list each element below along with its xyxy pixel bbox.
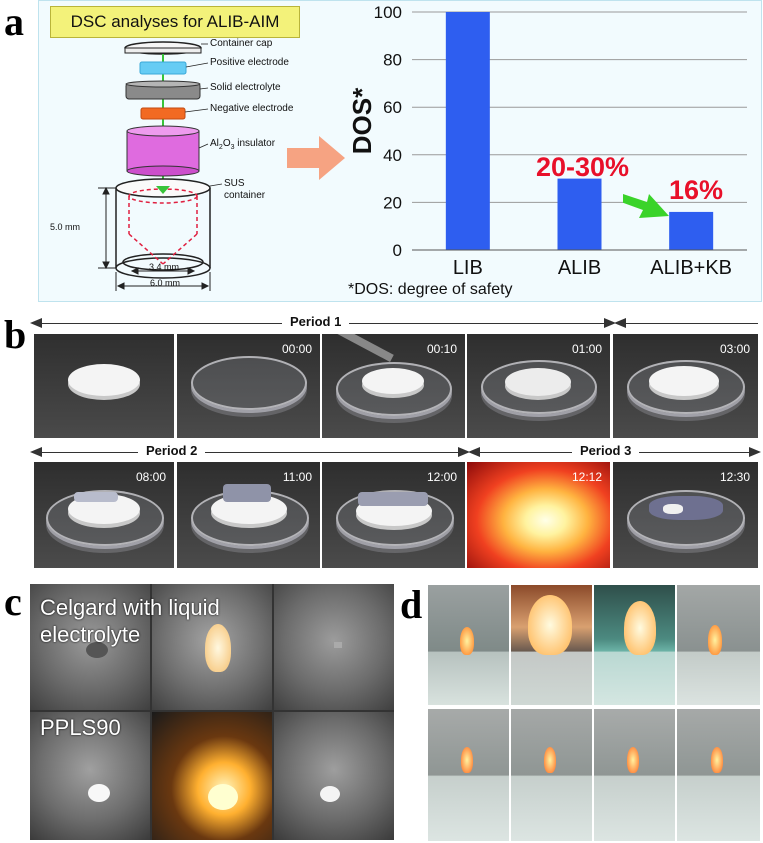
y-tick-label: 100	[374, 3, 402, 22]
x-tick-label: LIB	[453, 257, 483, 279]
label-container: container	[224, 190, 266, 201]
panel-c-photos	[30, 584, 394, 840]
panel-label-b: b	[4, 312, 27, 357]
photo-b8: 12:00	[322, 462, 465, 568]
panel-label-c: c	[4, 579, 22, 624]
photo-b10: 12:30	[613, 462, 758, 568]
orange-arrow	[287, 136, 345, 180]
al2o3-insulator	[126, 125, 200, 177]
period-2-label: Period 2	[138, 443, 206, 458]
green-arrow	[623, 194, 669, 218]
solid-electrolyte	[125, 80, 201, 100]
y-tick-label: 40	[383, 146, 402, 165]
annotation-alibkb: 16%	[669, 175, 724, 205]
ppls90-label: PPLS90	[40, 715, 121, 740]
dim-height: 5.0 mm	[50, 222, 81, 232]
negative-electrode	[140, 107, 186, 120]
period-1-label: Period 1	[282, 314, 350, 329]
y-axis-label: DOS*	[347, 87, 377, 154]
dim-outer: 6.0 mm	[150, 278, 181, 288]
y-tick-label: 0	[393, 241, 402, 260]
panel-label-a: a	[4, 0, 24, 44]
label-positive-electrode: Positive electrode	[210, 57, 289, 68]
photo-b9: 12:12	[467, 462, 610, 568]
photo-b1	[34, 334, 174, 438]
cell-schematic	[98, 41, 223, 291]
arrow-left-icon	[30, 318, 42, 328]
photo-b4: 01:00	[467, 334, 610, 438]
bar-lib	[445, 12, 490, 250]
photo-b6: 08:00	[34, 462, 174, 568]
dim-inner: 3.4 mm	[149, 262, 180, 272]
photo-b5: 03:00	[613, 334, 758, 438]
period-3-label: Period 3	[572, 443, 640, 458]
y-tick-label: 60	[383, 98, 402, 117]
chart-footnote: *DOS: degree of safety	[348, 281, 513, 298]
panel-d-photos	[428, 585, 760, 841]
celgard-label: Celgard with liquid electrolyte	[40, 595, 220, 647]
arrow-right-icon	[458, 447, 470, 457]
y-tick-label: 20	[383, 193, 402, 212]
arrow-left-icon	[614, 318, 626, 328]
dos-bar-chart: 0 20 40 60 80 100 DOS* LIB ALIB ALIB+KB	[347, 3, 747, 279]
label-negative-electrode: Negative electrode	[210, 103, 294, 114]
arrow-left-icon	[30, 447, 42, 457]
bar-alib-kb	[669, 211, 714, 250]
label-solid-electrolyte: Solid electrolyte	[210, 82, 281, 93]
annotation-alib: 20-30%	[536, 152, 630, 182]
arrow-left-icon	[468, 447, 480, 457]
positive-electrode	[139, 61, 187, 75]
label-container-cap: Container cap	[210, 38, 273, 49]
x-tick-label: ALIB	[558, 257, 601, 279]
photo-b7: 11:00	[177, 462, 320, 568]
dsc-title: DSC analyses for ALIB-AIM	[50, 6, 300, 38]
photo-b3: 00:10	[322, 334, 465, 438]
x-tick-label: ALIB+KB	[650, 257, 732, 279]
container-cap	[124, 41, 202, 55]
label-sus: SUS	[224, 178, 245, 189]
photo-b2: 00:00	[177, 334, 320, 438]
bar-alib	[557, 178, 602, 250]
y-tick-label: 80	[383, 51, 402, 70]
label-insulator: Al2O3 insulator	[210, 138, 276, 151]
arrow-right-icon	[604, 318, 616, 328]
period2-arrow	[36, 452, 466, 453]
panel-label-d: d	[400, 582, 423, 627]
arrow-right-icon	[749, 447, 761, 457]
